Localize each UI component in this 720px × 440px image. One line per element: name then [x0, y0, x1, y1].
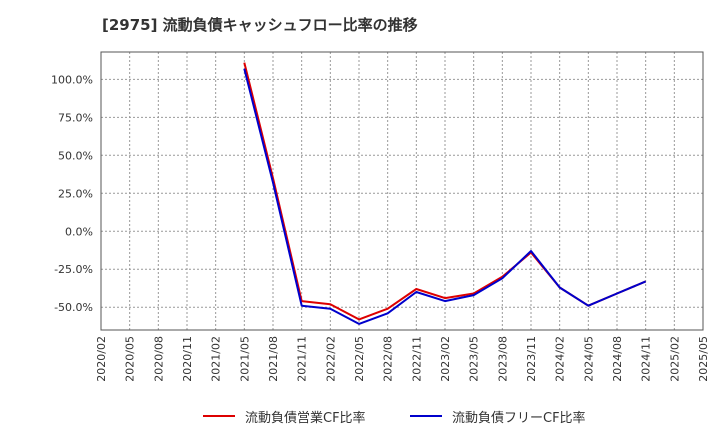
x-tick-label: 2022/02: [324, 336, 337, 382]
legend-swatch-free-cf: [410, 415, 442, 417]
x-tick-label: 2021/08: [267, 336, 280, 382]
x-tick-label: 2024/02: [554, 336, 567, 382]
x-tick-label: 2023/05: [468, 336, 481, 382]
legend-item-free-cf: 流動負債フリーCF比率: [410, 404, 586, 428]
x-tick-label: 2025/05: [697, 336, 710, 382]
y-tick-label: 50.0%: [58, 149, 93, 162]
x-tick-label: 2020/02: [95, 336, 108, 382]
x-tick-label: 2021/05: [238, 336, 251, 382]
y-tick-label: 75.0%: [58, 111, 93, 124]
x-tick-label: 2021/02: [210, 336, 223, 382]
x-tick-label: 2022/08: [382, 336, 395, 382]
plot-frame: [100, 51, 704, 331]
x-tick-label: 2021/11: [296, 336, 309, 382]
series-line-free-cf: [243, 68, 647, 325]
x-tick-label: 2023/02: [439, 336, 452, 382]
x-tick-label: 2024/08: [611, 336, 624, 382]
legend-swatch-operating-cf: [203, 415, 235, 417]
x-tick-label: 2020/11: [181, 336, 194, 382]
x-tick-label: 2023/08: [496, 336, 509, 382]
x-tick-label: 2024/11: [640, 336, 653, 382]
y-tick-label: 25.0%: [58, 187, 93, 200]
chart-title: [2975] 流動負債キャッシュフロー比率の推移: [102, 16, 418, 34]
series-layer: [243, 62, 647, 325]
x-tick-label: 2022/11: [410, 336, 423, 382]
x-tick-label: 2020/08: [152, 336, 165, 382]
legend-item-operating-cf: 流動負債営業CF比率: [203, 404, 366, 428]
x-tick-label: 2020/05: [124, 336, 137, 382]
x-tick-label: 2024/05: [582, 336, 595, 382]
legend-label-free-cf: 流動負債フリーCF比率: [452, 410, 586, 426]
x-tick-label: 2023/11: [525, 336, 538, 382]
x-tick-label: 2025/02: [668, 336, 681, 382]
y-tick-label: -25.0%: [54, 263, 93, 276]
x-tick-label: 2022/05: [353, 336, 366, 382]
legend-label-operating-cf: 流動負債営業CF比率: [245, 410, 366, 426]
grid-layer: [101, 52, 703, 330]
y-tick-label: 100.0%: [51, 73, 93, 86]
y-tick-label: -50.0%: [54, 301, 93, 314]
legend: 流動負債営業CF比率 流動負債フリーCF比率: [0, 404, 720, 428]
axis-layer: 2020/02 2020/05 2020/08 2020/11 2021/02 2021/…: [51, 73, 710, 381]
y-tick-label: 0.0%: [65, 225, 93, 238]
